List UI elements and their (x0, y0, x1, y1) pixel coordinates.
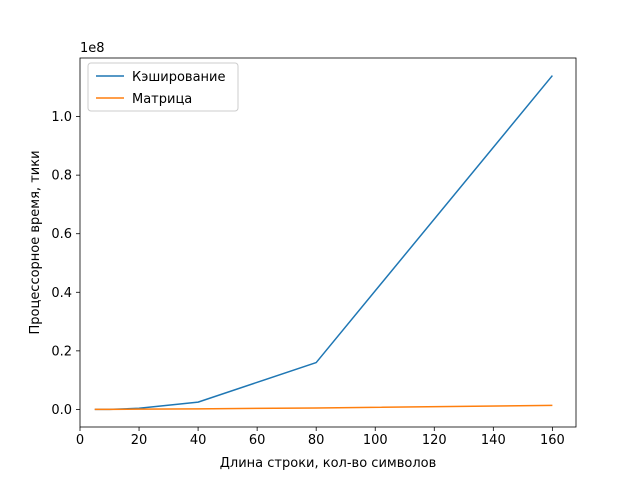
x-axis-ticks: 0 20 40 60 80 100 120 140 160 (76, 427, 565, 448)
x-axis-label: Длина строки, кол-во символов (220, 456, 437, 471)
legend: Кэширование Матрица (87, 62, 239, 112)
series-line-1 (94, 75, 553, 411)
x-tick-label: 40 (190, 433, 207, 448)
x-tick-label: 0 (76, 433, 84, 448)
plot-area-frame (79, 57, 577, 428)
x-tick-label: 20 (131, 433, 148, 448)
series-lines (94, 75, 553, 411)
y-tick-label: 0.8 (51, 169, 72, 184)
x-tick-label: 60 (249, 433, 266, 448)
legend-box (87, 62, 239, 112)
y-tick-label: 0.6 (51, 227, 72, 242)
y-tick-label: 0.4 (51, 286, 72, 301)
x-tick-label: 80 (308, 433, 325, 448)
y-axis-ticks: 0.0 0.2 0.4 0.6 0.8 1.0 (51, 110, 80, 418)
y-axis-label: Процессорное время, тики (28, 150, 43, 334)
x-tick-label: 100 (363, 433, 388, 448)
y-tick-label: 0.0 (51, 403, 72, 418)
legend-label: Кэширование (132, 70, 226, 85)
legend-label: Матрица (132, 92, 192, 107)
x-tick-label: 120 (422, 433, 447, 448)
x-tick-label: 160 (540, 433, 565, 448)
series-line-2 (94, 404, 553, 411)
y-tick-label: 0.2 (51, 344, 72, 359)
x-tick-label: 140 (481, 433, 506, 448)
y-tick-label: 1.0 (51, 110, 72, 125)
y-axis-offset-label: 1e8 (80, 41, 105, 56)
